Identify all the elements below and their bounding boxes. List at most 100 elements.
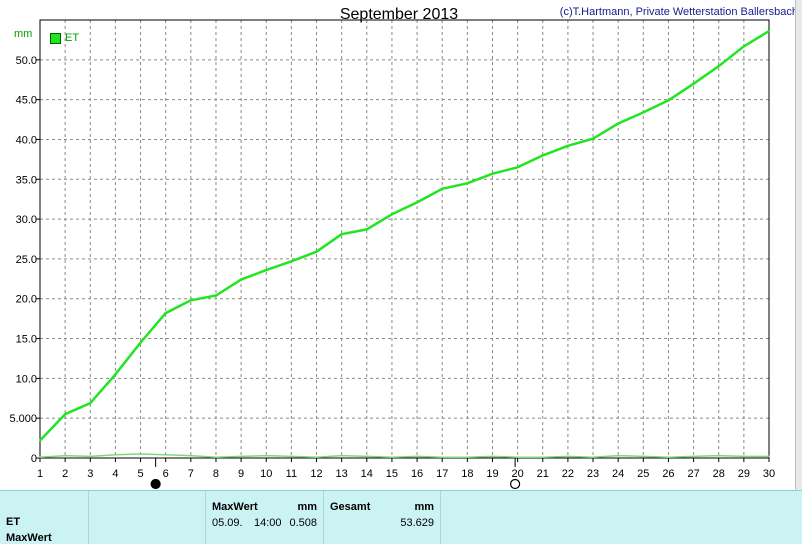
- chart-area: 1 2 3 4 5 6 7 8 9 10 11 12 13 14 15 16 17 18 19 20 21 22 23 24 2…: [9, 19, 775, 490]
- x-tick-label: 14: [361, 468, 373, 480]
- legend[interactable]: ET: [50, 32, 79, 44]
- table-gesamt-column: Gesamt mm 53.629: [324, 491, 441, 544]
- legend-swatch: [50, 32, 61, 44]
- x-tick-label: 5: [137, 468, 143, 480]
- y-tick-label: 50.0: [16, 55, 37, 67]
- data-point: [365, 228, 368, 231]
- x-tick-label: 25: [637, 468, 649, 480]
- y-tick-label: 45.0: [16, 95, 37, 107]
- x-tick-label: 28: [713, 468, 725, 480]
- x-tick-label: 15: [386, 468, 398, 480]
- data-point: [240, 455, 242, 458]
- x-tick-label: 12: [310, 468, 322, 480]
- y-unit-label: mm: [14, 28, 33, 40]
- x-tick-label: 9: [238, 468, 244, 480]
- data-point: [567, 455, 569, 458]
- x-tick-label: 7: [188, 468, 194, 480]
- data-point: [315, 456, 318, 459]
- new-moon-icon: [150, 478, 161, 490]
- data-point: [89, 402, 92, 404]
- row-label-et: ET: [6, 516, 21, 528]
- x-tick-label: 16: [411, 468, 423, 480]
- data-point: [164, 454, 167, 456]
- x-tick-label: 8: [213, 468, 219, 480]
- maxwert-unit: mm: [297, 501, 317, 513]
- data-point: [516, 166, 519, 169]
- data-point: [39, 456, 41, 459]
- data-point: [592, 137, 594, 140]
- x-tick-label: 18: [461, 468, 473, 480]
- data-point: [642, 455, 645, 458]
- y-tick-label: 10.0: [16, 373, 37, 385]
- data-point: [466, 456, 469, 459]
- data-point: [215, 456, 217, 459]
- data-point: [416, 201, 418, 204]
- data-point: [391, 213, 393, 216]
- x-tick-label: 3: [87, 468, 93, 480]
- data-point: [215, 294, 217, 297]
- copyright-text: (c)T.Hartmann, Private Wetterstation Bal…: [559, 6, 798, 18]
- vertical-scrollbar[interactable]: [795, 0, 802, 490]
- x-tick-label: 21: [537, 468, 549, 480]
- data-point: [717, 65, 720, 67]
- x-tick-label: 24: [612, 468, 624, 480]
- data-point: [541, 154, 544, 157]
- chart-title: September 2013: [339, 6, 459, 23]
- data-point: [768, 455, 770, 458]
- data-point: [340, 233, 343, 236]
- data-point: [617, 122, 619, 125]
- y-tick-label: 35.0: [16, 174, 37, 186]
- full-moon-icon: [510, 478, 521, 490]
- data-point: [466, 182, 469, 185]
- data-point: [717, 454, 720, 457]
- table-label-column: ET MaxWert: [0, 491, 89, 544]
- x-tick-label: 27: [687, 468, 699, 480]
- data-point: [89, 455, 92, 458]
- data-point: [441, 456, 444, 459]
- x-tick-label: 26: [662, 468, 674, 480]
- maxwert-date: 05.09.: [212, 517, 243, 529]
- data-point: [139, 341, 142, 344]
- summary-table: ET MaxWert MaxWert mm 05.09. 14:00 0.508…: [0, 490, 802, 544]
- data-point: [567, 145, 569, 147]
- x-tick-label: 1: [37, 468, 43, 480]
- data-point: [391, 456, 393, 459]
- data-point: [64, 454, 66, 457]
- data-point: [315, 250, 318, 253]
- data-point: [39, 439, 41, 442]
- legend-label: ET: [65, 32, 80, 44]
- y-tick-label: 5.000: [9, 413, 37, 425]
- data-point: [667, 456, 670, 459]
- x-tick-label: 2: [62, 468, 68, 480]
- x-tick-label: 29: [738, 468, 750, 480]
- x-tick-label: 17: [436, 468, 448, 480]
- data-point: [617, 454, 619, 457]
- gesamt-value: 53.629: [400, 517, 434, 529]
- data-point: [114, 454, 117, 456]
- y-tick-label: 30.0: [16, 214, 37, 226]
- data-point: [240, 278, 242, 281]
- x-tick-label: 10: [260, 468, 272, 480]
- data-point: [491, 172, 494, 175]
- data-point: [768, 30, 770, 32]
- x-tick-label: 20: [511, 468, 523, 480]
- data-point: [491, 455, 494, 458]
- data-point: [139, 453, 142, 455]
- data-point: [592, 456, 594, 459]
- data-point: [290, 455, 293, 458]
- y-tick-label: 0: [31, 453, 37, 465]
- y-tick-label: 15.0: [16, 334, 37, 346]
- data-point: [365, 455, 368, 458]
- data-point: [416, 455, 418, 458]
- data-point: [692, 455, 695, 458]
- x-tick-label: 19: [486, 468, 498, 480]
- table-maxwert-column: MaxWert mm 05.09. 14:00 0.508: [206, 491, 324, 544]
- data-point: [164, 312, 167, 314]
- data-point: [340, 454, 343, 457]
- data-point: [516, 456, 519, 459]
- x-tick-label: 22: [562, 468, 574, 480]
- data-point: [265, 269, 268, 271]
- y-tick-label: 20.0: [16, 294, 37, 306]
- data-point: [265, 454, 268, 457]
- data-point: [441, 188, 444, 190]
